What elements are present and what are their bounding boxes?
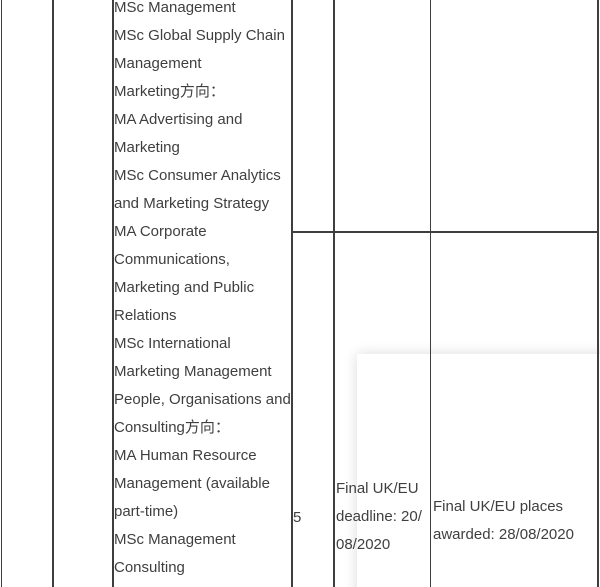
awarded-cell: Final UK/EU places awarded: 28/08/2020 xyxy=(433,493,598,549)
text-line: awarded: 28/08/2020 xyxy=(433,526,574,543)
table-border-programs-places xyxy=(291,0,293,587)
table-border-places-deadline xyxy=(333,0,335,587)
text-line: Management xyxy=(114,55,202,72)
text-line: MA Corporate xyxy=(114,223,207,240)
table-border-right xyxy=(597,0,599,587)
overlay-panel xyxy=(357,354,600,587)
text-line: MSc Management xyxy=(114,0,236,16)
text-line: Final UK/EU places xyxy=(433,498,564,515)
table-row-divider xyxy=(291,231,599,233)
table-border-left xyxy=(0,0,3,587)
text-line: MSc Management xyxy=(114,531,236,548)
text-line: MA Human Resource xyxy=(114,447,257,464)
text-line: deadline: 20/ xyxy=(336,508,422,525)
text-line: Marketing Management xyxy=(114,363,272,380)
text-line: and Marketing Strategy xyxy=(114,195,270,212)
places-count-cell: 5 xyxy=(293,509,302,526)
text-line: MSc Consumer Analytics xyxy=(114,167,281,184)
text-line: Management (available xyxy=(114,475,270,492)
table-border-deadline-awarded xyxy=(429,0,432,587)
text-line: part-time) xyxy=(114,503,179,520)
table-border-col1-col2 xyxy=(52,0,54,587)
text-line: People, Organisations and xyxy=(114,391,291,408)
text-line: 08/2020 xyxy=(336,536,391,553)
text-line: MSc Global Supply Chain xyxy=(114,27,285,44)
programs-cell: MSc Management MSc Global Supply Chain Man… xyxy=(114,0,292,582)
text-line: Relations xyxy=(114,307,177,324)
deadline-cell: Final UK/EU deadline: 20/08/2020 xyxy=(336,475,430,559)
text-line: Consulting方向： xyxy=(114,419,230,436)
text-line: Marketing and Public xyxy=(114,279,255,296)
text-line: Consulting xyxy=(114,559,185,576)
table-border-col2-programs xyxy=(112,0,114,587)
text-line: Marketing方向： xyxy=(114,83,225,100)
text-line: Marketing xyxy=(114,139,180,156)
text-line: MSc International xyxy=(114,335,231,352)
text-line: Communications, xyxy=(114,251,230,268)
text-line: MA Advertising and xyxy=(114,111,243,128)
text-line: Final UK/EU xyxy=(336,480,419,497)
